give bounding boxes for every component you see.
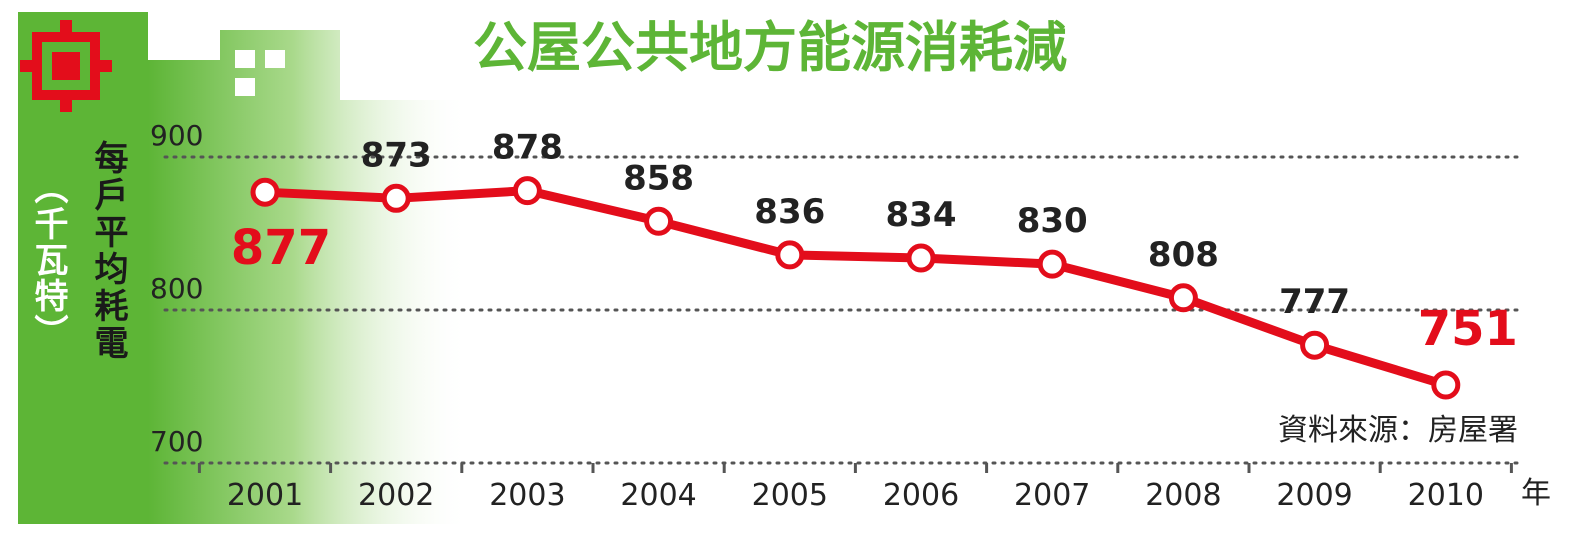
grid-lines bbox=[163, 155, 1522, 465]
x-tick-2001: 2001 bbox=[227, 478, 303, 513]
data-label-2001: 877 bbox=[231, 220, 331, 276]
data-labels: 877 873 878 858 836 834 830 808 777 751 bbox=[231, 128, 1518, 357]
data-point-2009 bbox=[1300, 330, 1330, 360]
data-point-2008 bbox=[1168, 283, 1198, 313]
data-label-2005: 836 bbox=[754, 192, 825, 232]
source-note: 資料來源：房屋署 bbox=[1278, 413, 1518, 448]
data-label-2009: 777 bbox=[1279, 282, 1350, 322]
data-label-2007: 830 bbox=[1017, 201, 1088, 241]
data-points bbox=[250, 176, 1461, 400]
series-polyline bbox=[260, 186, 1451, 390]
x-tick-2010: 2010 bbox=[1408, 478, 1484, 513]
data-point-2005 bbox=[775, 240, 805, 270]
y-tick-labels: 700 800 900 bbox=[150, 119, 203, 458]
data-label-2008: 808 bbox=[1148, 235, 1219, 275]
x-tick-2008: 2008 bbox=[1145, 478, 1221, 513]
y-tick-700: 700 bbox=[150, 425, 203, 458]
x-tick-2003: 2003 bbox=[489, 478, 565, 513]
x-axis-unit: 年 bbox=[1521, 476, 1551, 511]
data-point-2001 bbox=[250, 177, 280, 207]
data-point-2002 bbox=[381, 183, 411, 213]
y-tick-800: 800 bbox=[150, 272, 203, 305]
x-tick-2004: 2004 bbox=[620, 478, 696, 513]
x-tick-2009: 2009 bbox=[1276, 478, 1352, 513]
series-line bbox=[260, 186, 1451, 390]
data-label-2006: 834 bbox=[886, 195, 957, 235]
x-tick-2002: 2002 bbox=[358, 478, 434, 513]
data-label-2003: 878 bbox=[492, 128, 563, 168]
data-label-2002: 873 bbox=[361, 135, 432, 175]
data-point-2006 bbox=[906, 243, 936, 273]
data-point-2007 bbox=[1037, 249, 1067, 279]
data-label-2010: 751 bbox=[1418, 301, 1518, 357]
y-axis-label: 每戶平均耗電 bbox=[88, 140, 128, 362]
chart-title: 公屋公共地方能源消耗減 bbox=[473, 16, 1067, 79]
y-tick-900: 900 bbox=[150, 119, 203, 152]
data-point-2004 bbox=[644, 206, 674, 236]
data-point-2003 bbox=[512, 176, 542, 206]
y-axis-unit: （千瓦特） bbox=[28, 170, 68, 350]
x-tick-2006: 2006 bbox=[883, 478, 959, 513]
x-tick-2007: 2007 bbox=[1014, 478, 1090, 513]
data-point-2010 bbox=[1431, 370, 1461, 400]
x-tick-labels: 2001 2002 2003 2004 2005 2006 2007 2008 2009 2010 bbox=[197, 463, 1513, 513]
red-gear-logo bbox=[20, 20, 112, 112]
x-tick-2005: 2005 bbox=[752, 478, 828, 513]
data-label-2004: 858 bbox=[623, 158, 694, 198]
